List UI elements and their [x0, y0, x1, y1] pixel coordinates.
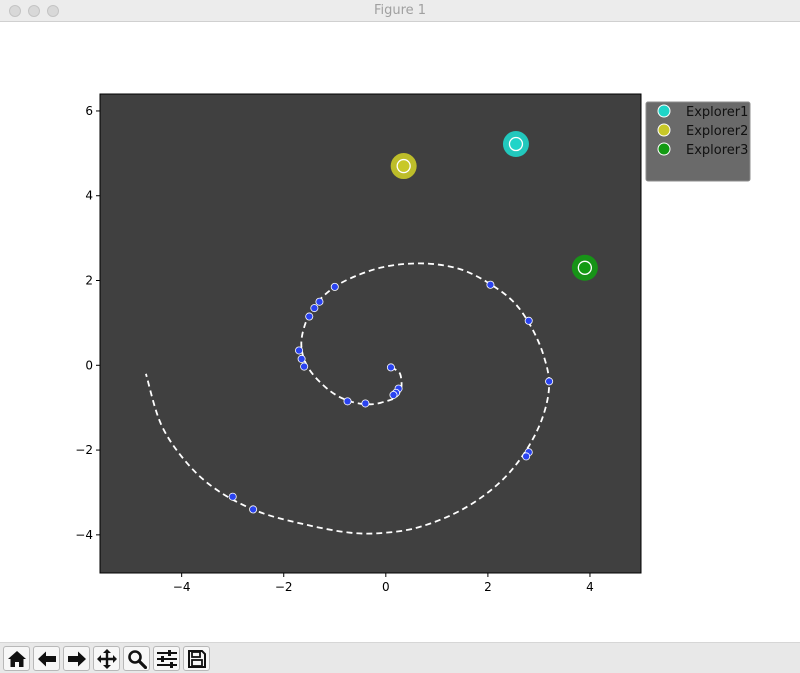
path-waypoint	[486, 280, 495, 289]
window-title: Figure 1	[373, 3, 427, 18]
close-window-button[interactable]	[9, 5, 21, 17]
y-axis: −4 −2 0 2 4 6	[75, 104, 100, 542]
path-waypoint	[524, 316, 533, 325]
legend: Explorer1 Explorer2 Explorer3	[645, 101, 751, 182]
path-waypoint	[522, 452, 531, 461]
path-waypoint	[386, 363, 395, 372]
title-bar: Figure 1	[0, 0, 800, 22]
path-waypoint	[295, 346, 304, 355]
legend-label-explorer1: Explorer1	[686, 105, 748, 120]
legend-box	[645, 101, 751, 182]
floppy-disk-icon	[187, 649, 206, 668]
configure-subplots-button[interactable]	[153, 646, 180, 671]
path-waypoint	[249, 505, 258, 514]
move-icon	[96, 648, 117, 669]
sliders-icon	[156, 649, 177, 668]
figure-canvas[interactable]: −4 −2 0 2 4 −4 −2 0 2 4 6 Explorer1 Explorer2 Exp…	[0, 22, 800, 642]
path-waypoint	[228, 492, 237, 501]
marker-layer	[228, 131, 598, 514]
path-layer	[145, 262, 551, 535]
x-tick-label: 0	[382, 580, 390, 594]
path-waypoint	[545, 377, 554, 386]
save-button[interactable]	[183, 646, 210, 671]
legend-label-explorer2: Explorer2	[686, 124, 748, 139]
home-button[interactable]	[3, 646, 30, 671]
zoom-button[interactable]	[123, 646, 150, 671]
legend-label-explorer3: Explorer3	[686, 143, 748, 158]
path-waypoint	[389, 390, 398, 399]
x-axis: −4 −2 0 2 4	[173, 573, 594, 594]
path-waypoint	[343, 397, 352, 406]
dashed-path-line	[145, 262, 551, 535]
home-icon	[7, 650, 26, 667]
minimize-window-button[interactable]	[28, 5, 40, 17]
x-tick-label: −2	[275, 580, 293, 594]
back-button[interactable]	[33, 646, 60, 671]
arrow-right-icon	[67, 651, 86, 666]
x-tick-label: 2	[484, 580, 492, 594]
explorer2-point	[396, 158, 411, 174]
zoom-window-button[interactable]	[47, 5, 59, 17]
arrow-left-icon	[37, 651, 56, 666]
legend-marker-explorer2	[657, 123, 671, 137]
x-tick-label: 4	[586, 580, 594, 594]
magnifier-icon	[127, 649, 147, 669]
legend-marker-explorer3	[657, 142, 671, 156]
y-tick-label: −2	[75, 443, 93, 457]
plot-area[interactable]	[99, 93, 642, 574]
legend-marker-explorer1	[657, 104, 671, 118]
y-tick-label: 2	[85, 274, 93, 288]
path-waypoint	[315, 297, 324, 306]
path-waypoint	[305, 312, 314, 321]
x-tick-label: −4	[173, 580, 191, 594]
pan-button[interactable]	[93, 646, 120, 671]
y-tick-label: 0	[85, 358, 93, 372]
forward-button[interactable]	[63, 646, 90, 671]
path-waypoint	[330, 282, 339, 291]
path-waypoint	[361, 399, 370, 408]
y-tick-label: −4	[75, 528, 93, 542]
explorer1-point	[508, 136, 524, 152]
explorer3-point	[577, 260, 593, 275]
figure-plot: −4 −2 0 2 4 −4 −2 0 2 4 6 Explorer1 Explorer2 Exp…	[75, 93, 751, 594]
y-tick-label: 4	[85, 189, 93, 203]
path-waypoint	[300, 362, 309, 371]
path-waypoint	[297, 354, 306, 363]
y-tick-label: 6	[85, 104, 93, 118]
navigation-toolbar	[0, 642, 800, 673]
path-waypoint	[310, 304, 319, 313]
